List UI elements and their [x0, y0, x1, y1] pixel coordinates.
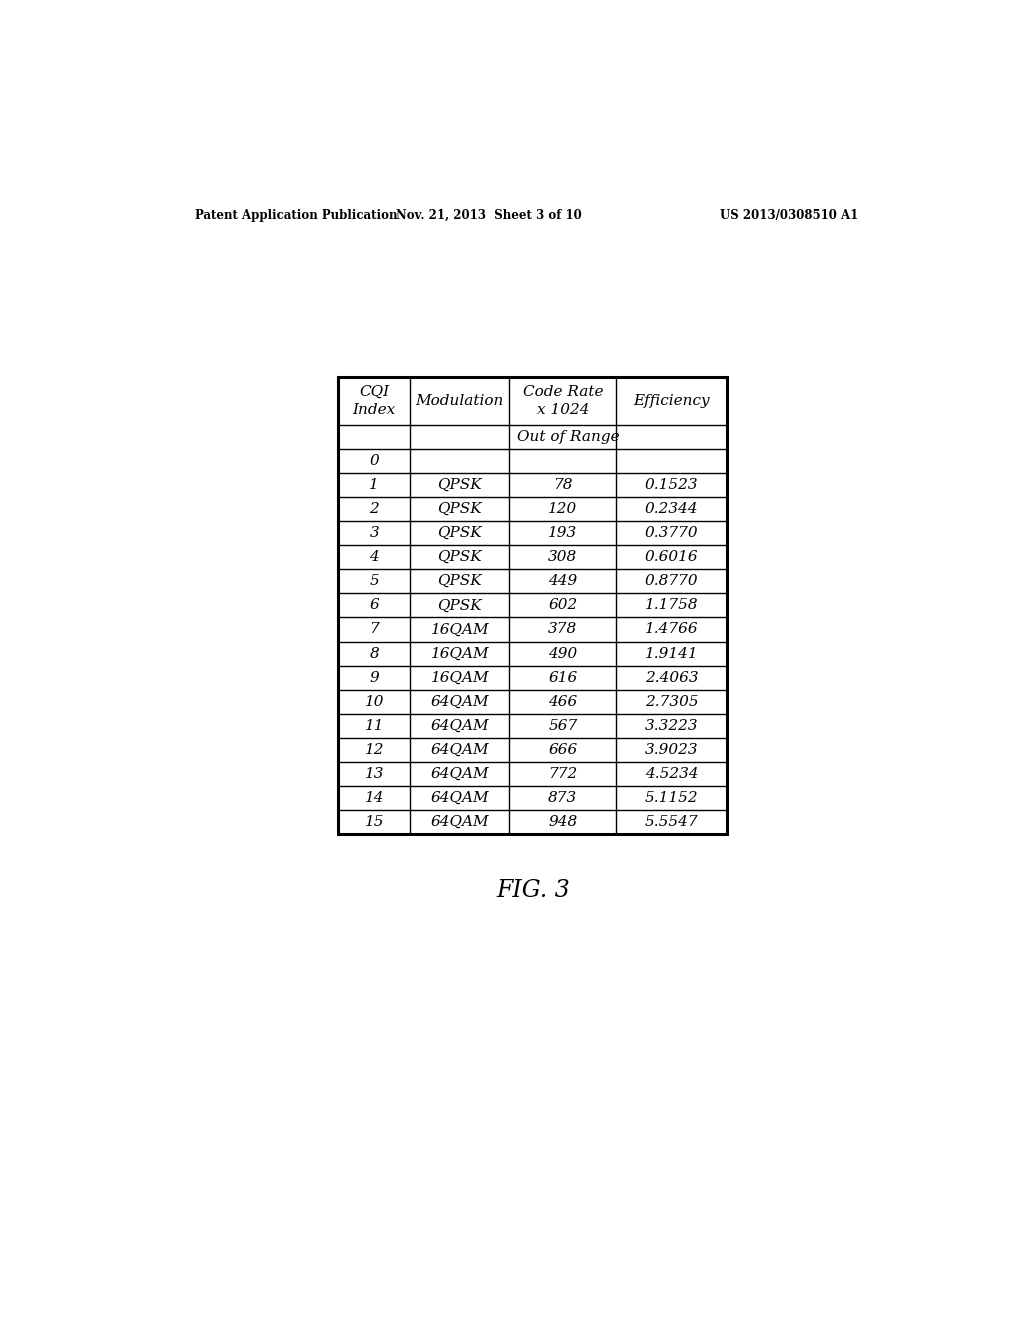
Text: 378: 378	[548, 623, 578, 636]
Text: 2.7305: 2.7305	[645, 694, 698, 709]
Text: QPSK: QPSK	[437, 574, 482, 589]
Text: 567: 567	[548, 719, 578, 733]
Text: QPSK: QPSK	[437, 502, 482, 516]
Text: Out of Range: Out of Range	[517, 430, 620, 444]
Text: 4.5234: 4.5234	[645, 767, 698, 781]
Text: QPSK: QPSK	[437, 550, 482, 564]
Text: 64QAM: 64QAM	[430, 719, 489, 733]
Text: CQI
Index: CQI Index	[352, 385, 396, 417]
Text: 193: 193	[548, 527, 578, 540]
Text: 64QAM: 64QAM	[430, 791, 489, 805]
Text: 490: 490	[548, 647, 578, 660]
Text: 3.9023: 3.9023	[645, 743, 698, 756]
Text: 120: 120	[548, 502, 578, 516]
Bar	[338, 378, 727, 834]
Text: 78: 78	[553, 478, 572, 492]
Text: Code Rate
x 1024: Code Rate x 1024	[522, 385, 603, 417]
Text: QPSK: QPSK	[437, 478, 482, 492]
Text: 5.1152: 5.1152	[645, 791, 698, 805]
Text: Efficiency: Efficiency	[634, 393, 710, 408]
Text: 64QAM: 64QAM	[430, 694, 489, 709]
Text: 2.4063: 2.4063	[645, 671, 698, 685]
Text: 3: 3	[370, 527, 379, 540]
Text: 64QAM: 64QAM	[430, 767, 489, 781]
Text: US 2013/0308510 A1: US 2013/0308510 A1	[720, 209, 858, 222]
Text: 1.4766: 1.4766	[645, 623, 698, 636]
Text: QPSK: QPSK	[437, 527, 482, 540]
Text: 5.5547: 5.5547	[645, 816, 698, 829]
Text: 14: 14	[365, 791, 384, 805]
Text: 12: 12	[365, 743, 384, 756]
Text: 466: 466	[548, 694, 578, 709]
Text: 0.2344: 0.2344	[645, 502, 698, 516]
Text: 602: 602	[548, 598, 578, 612]
Text: 16QAM: 16QAM	[430, 647, 489, 660]
Text: QPSK: QPSK	[437, 598, 482, 612]
Text: 5: 5	[370, 574, 379, 589]
Text: 13: 13	[365, 767, 384, 781]
Text: 9: 9	[370, 671, 379, 685]
Text: 16QAM: 16QAM	[430, 671, 489, 685]
Text: 11: 11	[365, 719, 384, 733]
Text: 0.3770: 0.3770	[645, 527, 698, 540]
Text: 4: 4	[370, 550, 379, 564]
Text: 64QAM: 64QAM	[430, 816, 489, 829]
Text: 16QAM: 16QAM	[430, 623, 489, 636]
Text: 772: 772	[548, 767, 578, 781]
Text: 948: 948	[548, 816, 578, 829]
Text: 449: 449	[548, 574, 578, 589]
Text: Nov. 21, 2013  Sheet 3 of 10: Nov. 21, 2013 Sheet 3 of 10	[396, 209, 582, 222]
Text: 666: 666	[548, 743, 578, 756]
Text: 1.9141: 1.9141	[645, 647, 698, 660]
Text: 10: 10	[365, 694, 384, 709]
Text: 0.1523: 0.1523	[645, 478, 698, 492]
Text: 3.3223: 3.3223	[645, 719, 698, 733]
Text: 0.6016: 0.6016	[645, 550, 698, 564]
Text: 8: 8	[370, 647, 379, 660]
Text: 1: 1	[370, 478, 379, 492]
Text: 873: 873	[548, 791, 578, 805]
Text: Patent Application Publication: Patent Application Publication	[196, 209, 398, 222]
Text: 2: 2	[370, 502, 379, 516]
Text: 1.1758: 1.1758	[645, 598, 698, 612]
Text: 15: 15	[365, 816, 384, 829]
Text: 6: 6	[370, 598, 379, 612]
Text: FIG. 3: FIG. 3	[496, 879, 569, 902]
Text: 0.8770: 0.8770	[645, 574, 698, 589]
Text: 616: 616	[548, 671, 578, 685]
Text: 64QAM: 64QAM	[430, 743, 489, 756]
Text: 0: 0	[370, 454, 379, 467]
Text: Modulation: Modulation	[416, 393, 504, 408]
Text: 7: 7	[370, 623, 379, 636]
Text: 308: 308	[548, 550, 578, 564]
